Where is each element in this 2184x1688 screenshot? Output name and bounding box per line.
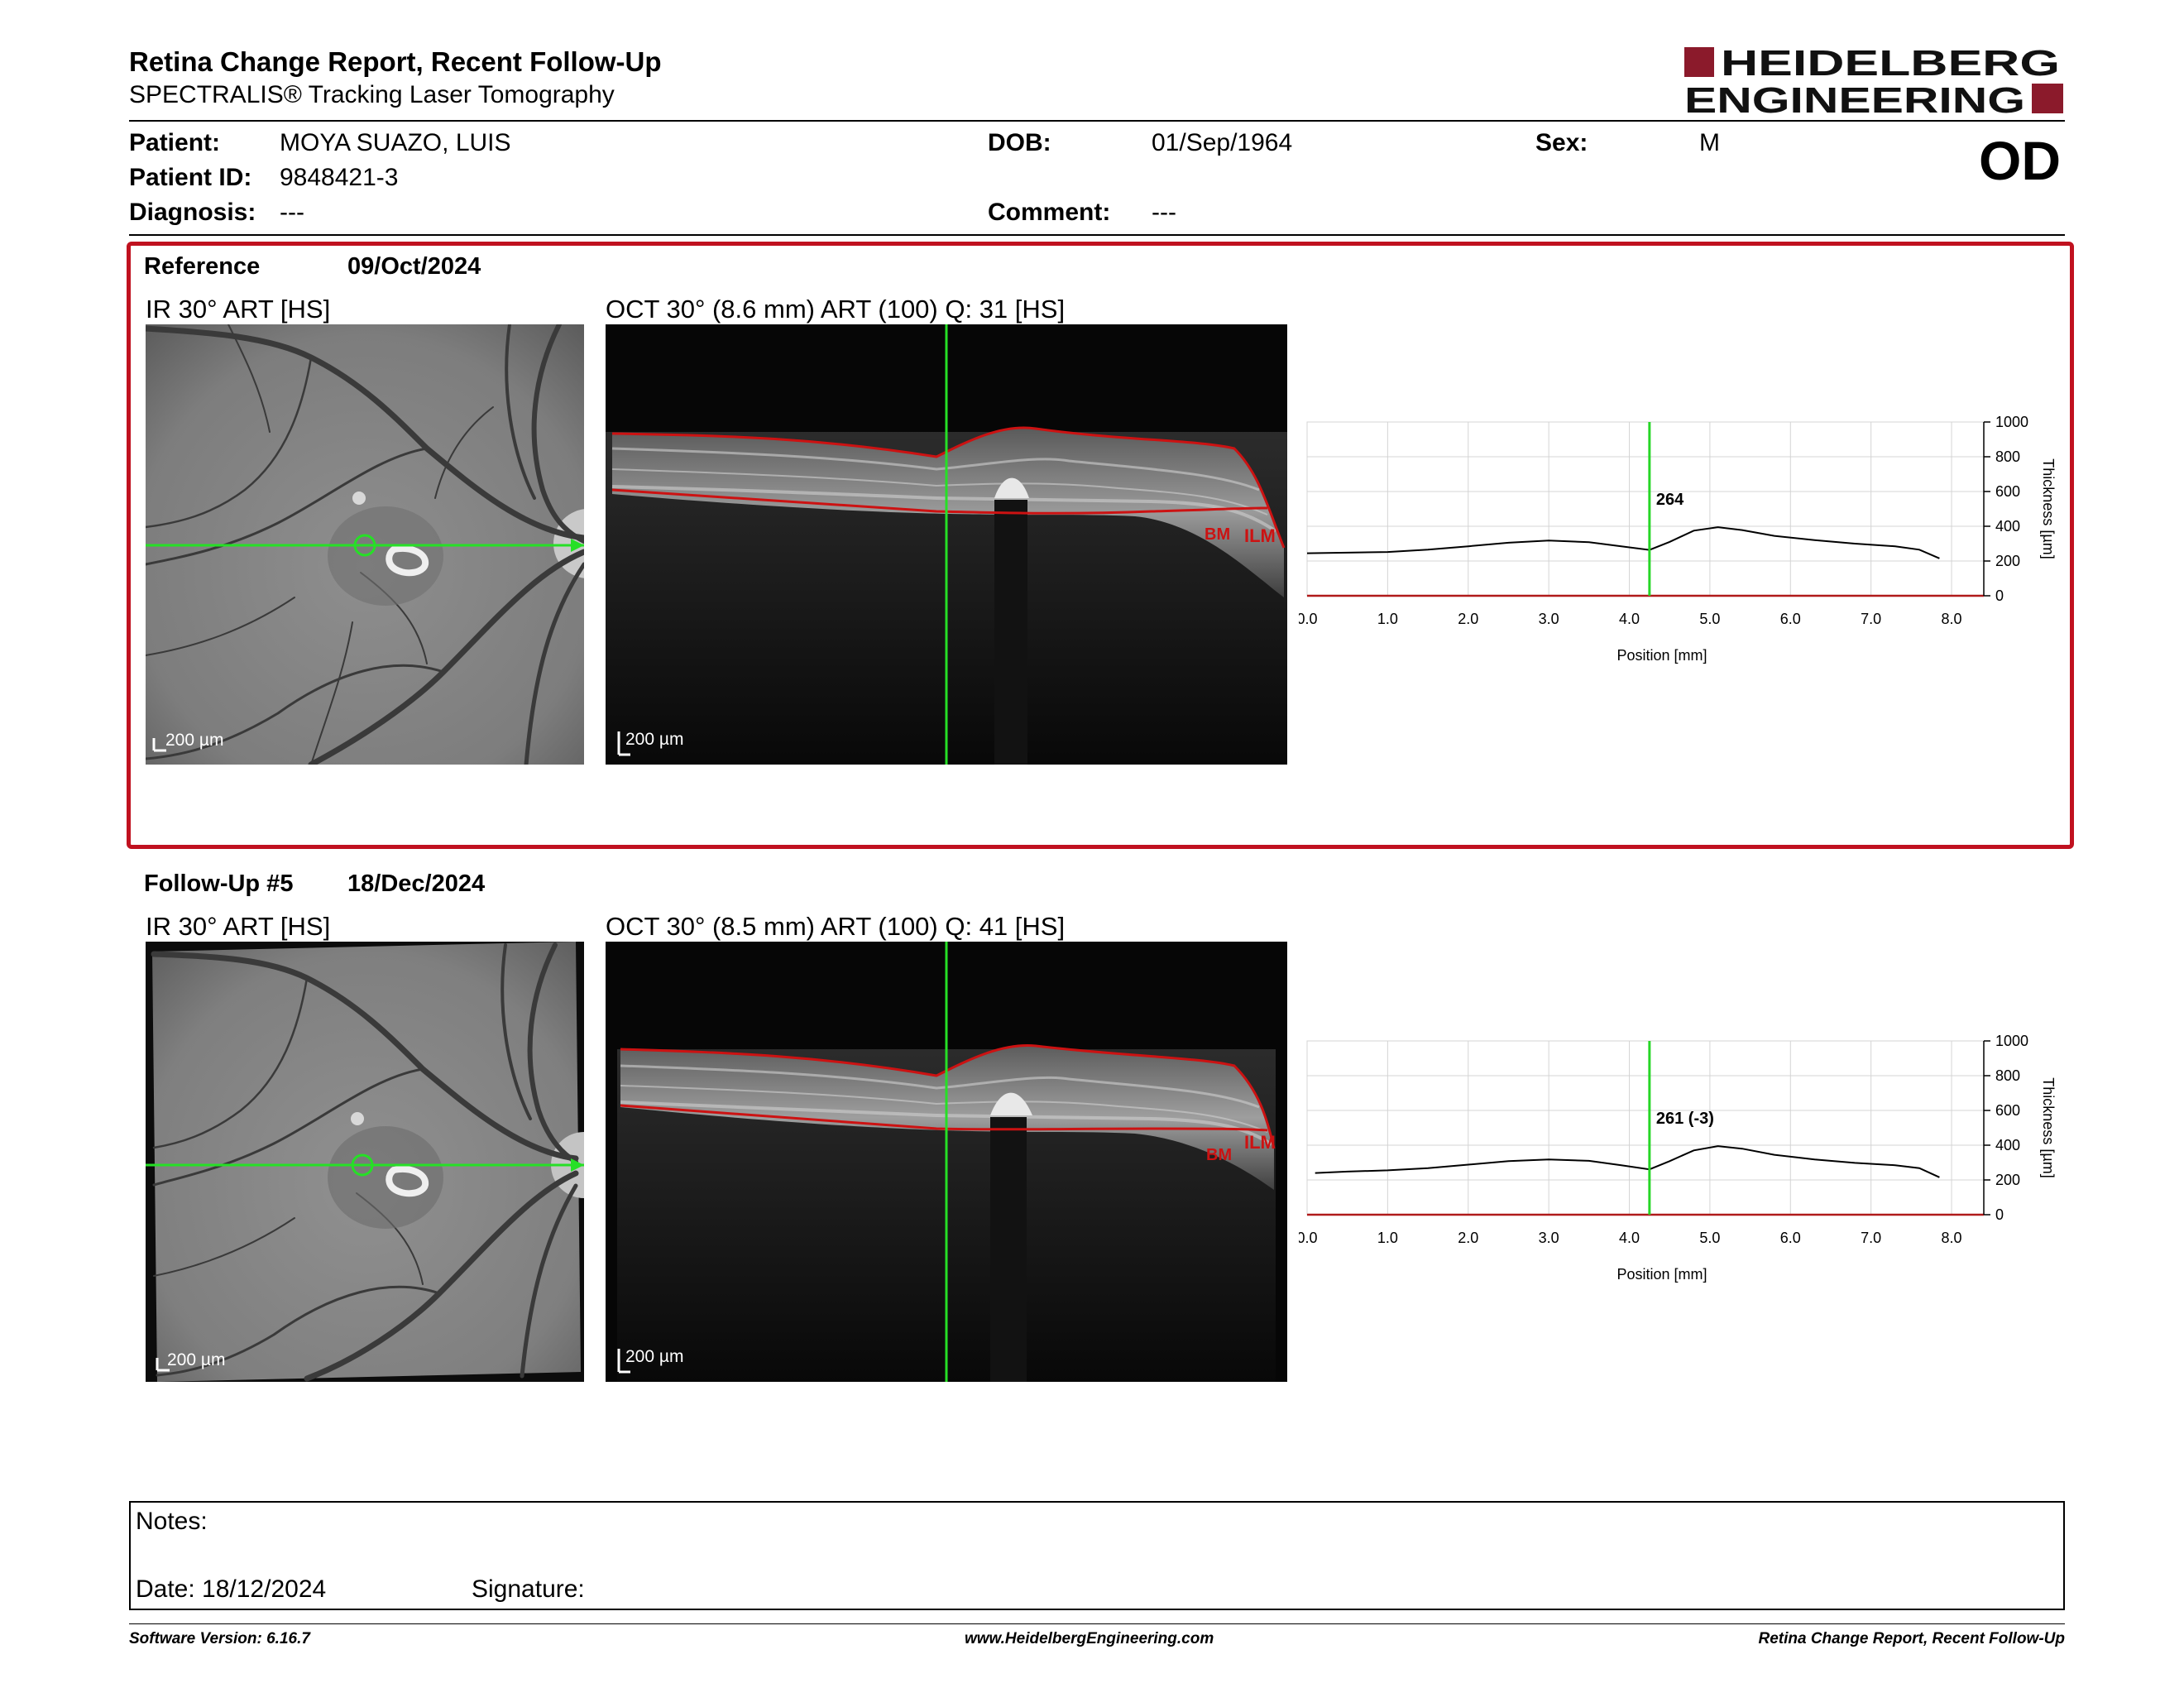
reference-thickness-chart: 0.0 1.0 2.0 3.0 4.0 5.0 6.0 7.0 8.0 0 200 400 600 800… <box>1296 414 2085 679</box>
logo-text-line2: ENGINEERING <box>1684 80 2025 117</box>
chart-x-axis-title: Position [mm] <box>1616 1266 1707 1283</box>
report-subtitle: SPECTRALIS® Tracking Laser Tomography <box>129 81 615 108</box>
dob-value: 01/Sep/1964 <box>1152 129 1293 156</box>
chart-x-axis-title: Position [mm] <box>1616 647 1707 664</box>
reference-oct-title: OCT 30° (8.6 mm) ART (100) Q: 31 [HS] <box>606 295 1066 324</box>
followup-bm-label: BM <box>1206 1146 1232 1164</box>
chart-y-tick-label: 1000 <box>1995 1033 2028 1049</box>
reference-ilm-label: ILM <box>1244 525 1276 546</box>
chart-x-tick-label: 2.0 <box>1458 1230 1478 1246</box>
comment-value: --- <box>1152 199 1176 226</box>
dob-label: DOB: <box>988 129 1051 156</box>
logo-square-top <box>1684 47 1714 77</box>
chart-y-axis-title: Thickness [µm] <box>2040 1077 2057 1177</box>
followup-date: 18/Dec/2024 <box>347 870 486 897</box>
chart-x-tick-label: 3.0 <box>1539 611 1559 627</box>
chart-y-tick-label: 0 <box>1995 1206 2004 1223</box>
diagnosis-value: --- <box>280 199 304 226</box>
followup-oct-scale-label: 200 µm <box>625 1347 683 1366</box>
notes-label: Notes: <box>136 1508 208 1535</box>
chart-x-tick-label: 6.0 <box>1780 611 1801 627</box>
reference-ir-scale-label: 200 µm <box>165 731 223 750</box>
company-logo: HEIDELBERG ENGINEERING <box>1684 43 2065 121</box>
sex-label: Sex: <box>1535 129 1588 156</box>
reference-date: 09/Oct/2024 <box>347 253 481 280</box>
followup-ir-title: IR 30° ART [HS] <box>146 912 331 941</box>
chart-marker-label: 264 <box>1656 491 1684 509</box>
chart-x-tick-label: 8.0 <box>1942 611 1962 627</box>
notes-date: Date: 18/12/2024 <box>136 1575 327 1603</box>
patient-name: MOYA SUAZO, LUIS <box>280 129 511 156</box>
chart-x-tick-label: 3.0 <box>1539 1230 1559 1246</box>
reference-oct-scale-label: 200 µm <box>625 730 683 749</box>
followup-oct-bscan-image: BM ILM 200 µm <box>606 942 1287 1382</box>
chart-x-tick-label: 5.0 <box>1699 1230 1720 1246</box>
followup-ir-scale-label: 200 µm <box>167 1350 225 1369</box>
chart-x-tick-label: 7.0 <box>1861 611 1881 627</box>
reference-bm-label: BM <box>1205 525 1230 544</box>
chart-y-tick-label: 200 <box>1995 553 2020 569</box>
patient-id: 9848421-3 <box>280 164 399 191</box>
header-divider <box>129 120 2065 122</box>
reference-oct-bscan-image: BM ILM 200 µm <box>606 324 1287 765</box>
patient-id-label: Patient ID: <box>129 164 252 191</box>
chart-plot-area <box>1306 1040 1985 1216</box>
chart-y-tick-label: 1000 <box>1995 414 2028 430</box>
footer-website: www.HeidelbergEngineering.com <box>965 1630 1214 1647</box>
chart-y-tick-label: 600 <box>1995 483 2020 500</box>
chart-y-tick-label: 600 <box>1995 1102 2020 1119</box>
diagnosis-label: Diagnosis: <box>129 199 256 226</box>
chart-x-tick-label: 2.0 <box>1458 611 1478 627</box>
patient-divider <box>129 234 2065 236</box>
signature-label: Signature: <box>472 1575 585 1603</box>
comment-label: Comment: <box>988 199 1111 226</box>
chart-x-tick-label: 0.0 <box>1299 611 1318 627</box>
reference-label: Reference <box>144 253 261 280</box>
chart-x-tick-label: 0.0 <box>1299 1230 1318 1246</box>
chart-x-tick-label: 8.0 <box>1942 1230 1962 1246</box>
chart-marker-label: 261 (-3) <box>1656 1110 1714 1128</box>
chart-y-tick-label: 400 <box>1995 1137 2020 1153</box>
chart-x-tick-label: 6.0 <box>1780 1230 1801 1246</box>
reference-ir-title: IR 30° ART [HS] <box>146 295 331 324</box>
chart-y-tick-label: 800 <box>1995 1067 2020 1084</box>
chart-x-tick-label: 1.0 <box>1377 611 1398 627</box>
followup-oct-title: OCT 30° (8.5 mm) ART (100) Q: 41 [HS] <box>606 912 1066 941</box>
chart-y-tick-label: 0 <box>1995 587 2004 604</box>
chart-x-tick-label: 5.0 <box>1699 611 1720 627</box>
chart-x-tick-label: 4.0 <box>1619 1230 1640 1246</box>
followup-ilm-label: ILM <box>1244 1132 1276 1153</box>
chart-x-tick-label: 1.0 <box>1377 1230 1398 1246</box>
patient-label: Patient: <box>129 129 221 156</box>
followup-label: Follow-Up #5 <box>144 870 294 897</box>
notes-box <box>129 1501 2065 1610</box>
chart-x-tick-label: 4.0 <box>1619 611 1640 627</box>
reference-panel <box>127 242 2074 849</box>
chart-x-tick-label: 7.0 <box>1861 1230 1881 1246</box>
report-title: Retina Change Report, Recent Follow-Up <box>129 46 662 77</box>
chart-series-line <box>1315 1145 1940 1178</box>
chart-y-tick-label: 400 <box>1995 518 2020 535</box>
chart-y-tick-label: 800 <box>1995 448 2020 465</box>
chart-y-axis-title: Thickness [µm] <box>2040 458 2057 559</box>
followup-ir-fundus-image: 200 µm <box>146 942 584 1382</box>
chart-y-tick-label: 200 <box>1995 1172 2020 1188</box>
eye-indicator: OD <box>1979 130 2061 191</box>
followup-thickness-chart: 0.0 1.0 2.0 3.0 4.0 5.0 6.0 7.0 8.0 0 200 400 600 800… <box>1296 1033 2085 1297</box>
footer-divider <box>129 1623 2065 1624</box>
chart-plot-area <box>1306 421 1985 597</box>
chart-series-line <box>1306 526 1940 559</box>
logo-text-line1: HEIDELBERG <box>1721 45 2060 84</box>
reference-ir-fundus-image: 200 µm <box>146 324 584 765</box>
footer-software-version: Software Version: 6.16.7 <box>129 1630 310 1647</box>
sex-value: M <box>1699 129 1720 156</box>
logo-square-bottom <box>2032 84 2063 113</box>
footer-report-name: Retina Change Report, Recent Follow-Up <box>1758 1630 2065 1647</box>
